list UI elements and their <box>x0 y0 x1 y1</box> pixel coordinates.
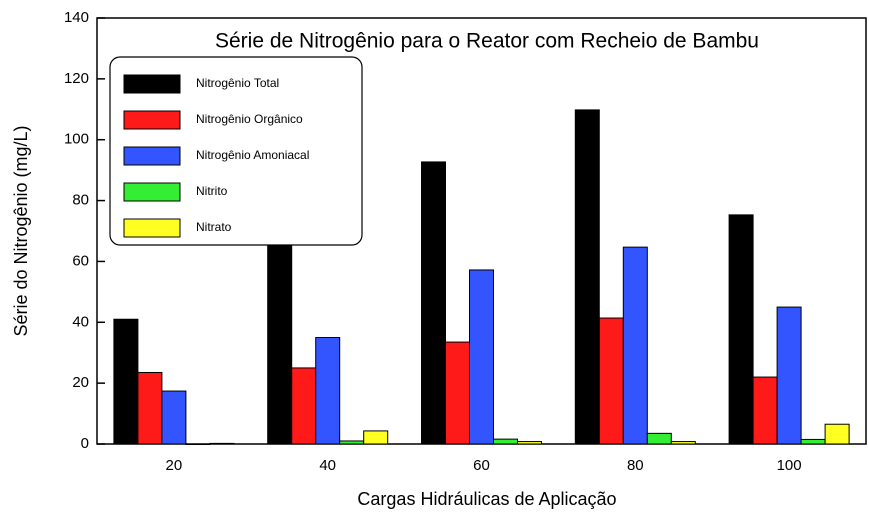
x-axis-label: Cargas Hidráulicas de Aplicação <box>357 489 616 509</box>
bar <box>421 161 446 445</box>
bar <box>493 438 518 445</box>
bar <box>267 236 293 445</box>
legend-label: Nitrogênio Orgânico <box>196 112 303 126</box>
bar <box>598 317 624 445</box>
legend-swatch <box>123 74 181 94</box>
bar <box>824 423 850 445</box>
legend-swatch <box>123 182 181 202</box>
x-tick-label: 60 <box>473 457 490 474</box>
legend-label: Nitrato <box>196 220 232 234</box>
x-tick-label: 100 <box>777 457 802 474</box>
y-tick-label: 140 <box>64 9 89 26</box>
bar <box>161 390 187 445</box>
bar <box>469 269 494 445</box>
legend-swatch <box>123 218 181 238</box>
y-tick-label: 0 <box>81 435 89 452</box>
chart-title: Série de Nitrogênio para o Reator com Re… <box>215 30 759 53</box>
bar <box>445 341 470 445</box>
legend-swatch <box>123 146 181 166</box>
bar <box>622 246 648 445</box>
legend-label: Nitrogênio Amoniacal <box>196 148 309 162</box>
legend-swatch <box>123 110 181 130</box>
bar <box>574 109 600 445</box>
bar <box>800 438 826 445</box>
y-axis-label: Série do Nitrogênio (mg/L) <box>11 125 31 336</box>
bar <box>209 442 235 445</box>
legend-label: Nitrito <box>196 184 228 198</box>
bar <box>728 214 754 445</box>
bar <box>363 430 389 445</box>
y-tick-label: 60 <box>72 252 89 269</box>
bar <box>752 376 778 445</box>
bar <box>670 441 696 445</box>
y-tick-label: 100 <box>64 131 89 148</box>
x-tick-label: 40 <box>319 457 336 474</box>
bar <box>646 432 672 445</box>
bar <box>291 367 317 445</box>
y-tick-label: 20 <box>72 374 89 391</box>
y-tick-label: 120 <box>64 70 89 87</box>
x-tick-label: 80 <box>627 457 644 474</box>
bar <box>776 306 802 445</box>
bar <box>315 337 341 445</box>
bar <box>517 441 542 445</box>
y-tick-label: 80 <box>72 192 89 209</box>
bar <box>185 443 211 445</box>
bar <box>113 318 139 445</box>
bar <box>137 371 163 445</box>
bar <box>339 440 365 445</box>
legend-label: Nitrogênio Total <box>196 76 279 90</box>
y-tick-label: 40 <box>72 313 89 330</box>
x-tick-label: 20 <box>166 457 183 474</box>
